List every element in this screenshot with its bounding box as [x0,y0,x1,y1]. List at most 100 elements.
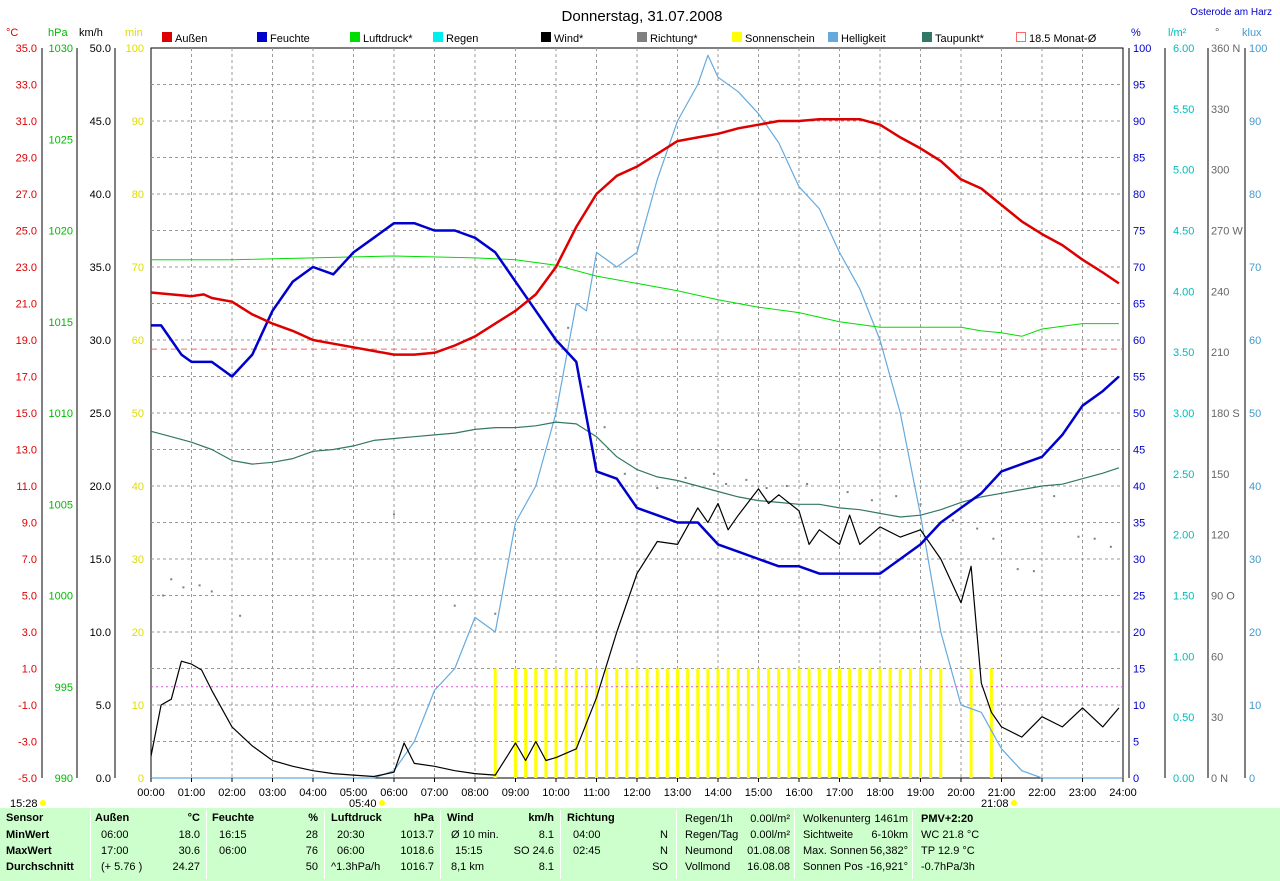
location-label: Osterode am Harz [1190,7,1272,18]
aussen-max-value: 30.6 [178,845,200,857]
axis-unit-light: klux [1242,27,1262,39]
tick-rain: 6.00 [1173,43,1194,55]
data-series [150,54,1123,779]
legend-swatch [433,32,443,42]
wind-unit: km/h [528,812,554,824]
tick-temp: 19.0 [16,335,37,347]
legend-label: Taupunkt* [935,33,985,45]
tick-direction: 0 N [1211,773,1228,785]
tick-wind: 10.0 [90,627,111,639]
sichtweite-label: Sichtweite [803,829,854,841]
tick-wind: 30.0 [90,335,111,347]
neumond-label: Neumond [685,845,733,857]
series-richtung-point [587,385,590,388]
max-sonnen-label: Max. Sonnen [803,845,868,857]
time-tick-label: 05:00 [340,787,368,799]
tp-value: TP 12.9 °C [921,845,975,857]
time-tick-label: 06:00 [380,787,408,799]
wind-distance: 8,1 km [451,861,485,873]
series-richtung-point [603,426,606,429]
tick-light: 40 [1249,481,1261,493]
tick-humidity: 80 [1133,189,1145,201]
regen-column: Regen/1h 0.00l/m² Regen/Tag 0.00l/m² Neumo… [676,810,794,879]
time-tick-label: 14:00 [704,787,732,799]
tick-direction: 240 [1211,286,1229,298]
tick-light: 10 [1249,700,1261,712]
tick-sun: 80 [132,189,144,201]
tick-temp: 35.0 [16,43,37,55]
axis-unit-wind: km/h [79,27,103,39]
feuchte-column: Feuchte% 16:15 28 06:00 76 50 [206,810,324,879]
aussen-avg-value: 24.27 [172,861,200,873]
feuchte-max-value: 76 [305,845,318,857]
axis-unit-sun: min [125,27,143,39]
tick-temp: 21.0 [16,299,37,311]
series-richtung-point [514,468,517,471]
tick-light: 50 [1249,408,1261,420]
tick-humidity: 85 [1133,153,1145,165]
axis-units: °C hPa km/h min% l/m² ° klux [6,27,1262,39]
tick-humidity: 75 [1133,226,1145,238]
tick-humidity: 100 [1133,43,1151,55]
aussen-header: Außen [95,812,130,824]
series-auen-line [150,117,1120,356]
tick-rain: 2.50 [1173,469,1194,481]
axis-unit-direction: ° [1215,27,1219,39]
richtung-max-value: N [660,845,668,857]
wind-min-value: 8.1 [538,829,554,841]
sonnen-pos-value: -16,921° [866,861,908,873]
luftdruck-column: Luftdruck hPa 20:30 1013.7 06:00 1018.6 ^1.… [324,810,440,879]
vollmond-label: Vollmond [685,861,731,873]
tick-sun: 10 [132,700,144,712]
series-richtung-point [182,586,185,589]
tick-temp: 1.0 [22,664,37,676]
tick-direction: 30 [1211,712,1223,724]
legend-swatch [350,32,360,42]
tick-temp: 31.0 [16,116,37,128]
series-richtung-point [785,485,788,487]
tick-sun: 40 [132,481,144,493]
series-richtung-point [1109,545,1112,548]
luftdruck-min-time: 20:30 [337,829,365,841]
tick-direction: 150 [1211,469,1229,481]
tick-rain: 5.50 [1173,104,1194,116]
tick-temp: 27.0 [16,189,37,201]
weather-chart: Donnerstag, 31.07.2008 Osterode am Harz … [6,7,1272,808]
tick-pressure: 1005 [49,499,73,511]
tick-humidity: 95 [1133,80,1145,92]
sunrise-dot [379,800,385,806]
time-tick-label: 03:00 [259,787,287,799]
regen-tag-label: Regen/Tag [685,829,739,841]
tick-light: 30 [1249,554,1261,566]
series-richtung-point [393,513,395,516]
left-axes: 35.0 33.0 31.0 29.0 27.0 25.0 23.0 21.0 19.0 17.0… [16,43,144,785]
aussen-max-time: 17:00 [101,845,129,857]
tick-rain: 0.00 [1173,773,1194,785]
tick-humidity: 30 [1133,554,1145,566]
tick-light: 70 [1249,262,1261,274]
tick-sun: 20 [132,627,144,639]
tick-temp: 15.0 [16,408,37,420]
tick-wind: 45.0 [90,116,111,128]
legend-label: Richtung* [650,33,698,45]
tick-humidity: 70 [1133,262,1145,274]
tick-humidity: 90 [1133,116,1145,128]
tick-temp: 9.0 [22,518,37,530]
richtung-header: Richtung [567,812,615,824]
series-richtung-point [1032,570,1035,573]
feuchte-unit: % [308,812,318,824]
time-axis: 00:00 01:00 02:00 03:00 04:00 05:00 06:00 07:00… [137,778,1137,799]
wolken-value: 1461m [874,813,908,825]
series-richtung-point [1016,568,1019,571]
tick-rain: 3.00 [1173,408,1194,420]
tick-humidity: 0 [1133,773,1139,785]
time-tick-label: 20:00 [947,787,975,799]
axis-unit-humidity: % [1131,27,1141,39]
series-wind-line [150,488,1120,778]
sichtweite-value: 6-10km [871,829,908,841]
tick-rain: 2.00 [1173,530,1194,542]
tick-humidity: 20 [1133,627,1145,639]
tick-temp: 33.0 [16,80,37,92]
tick-wind: 0.0 [96,773,111,785]
legend-label: Regen [446,33,478,45]
